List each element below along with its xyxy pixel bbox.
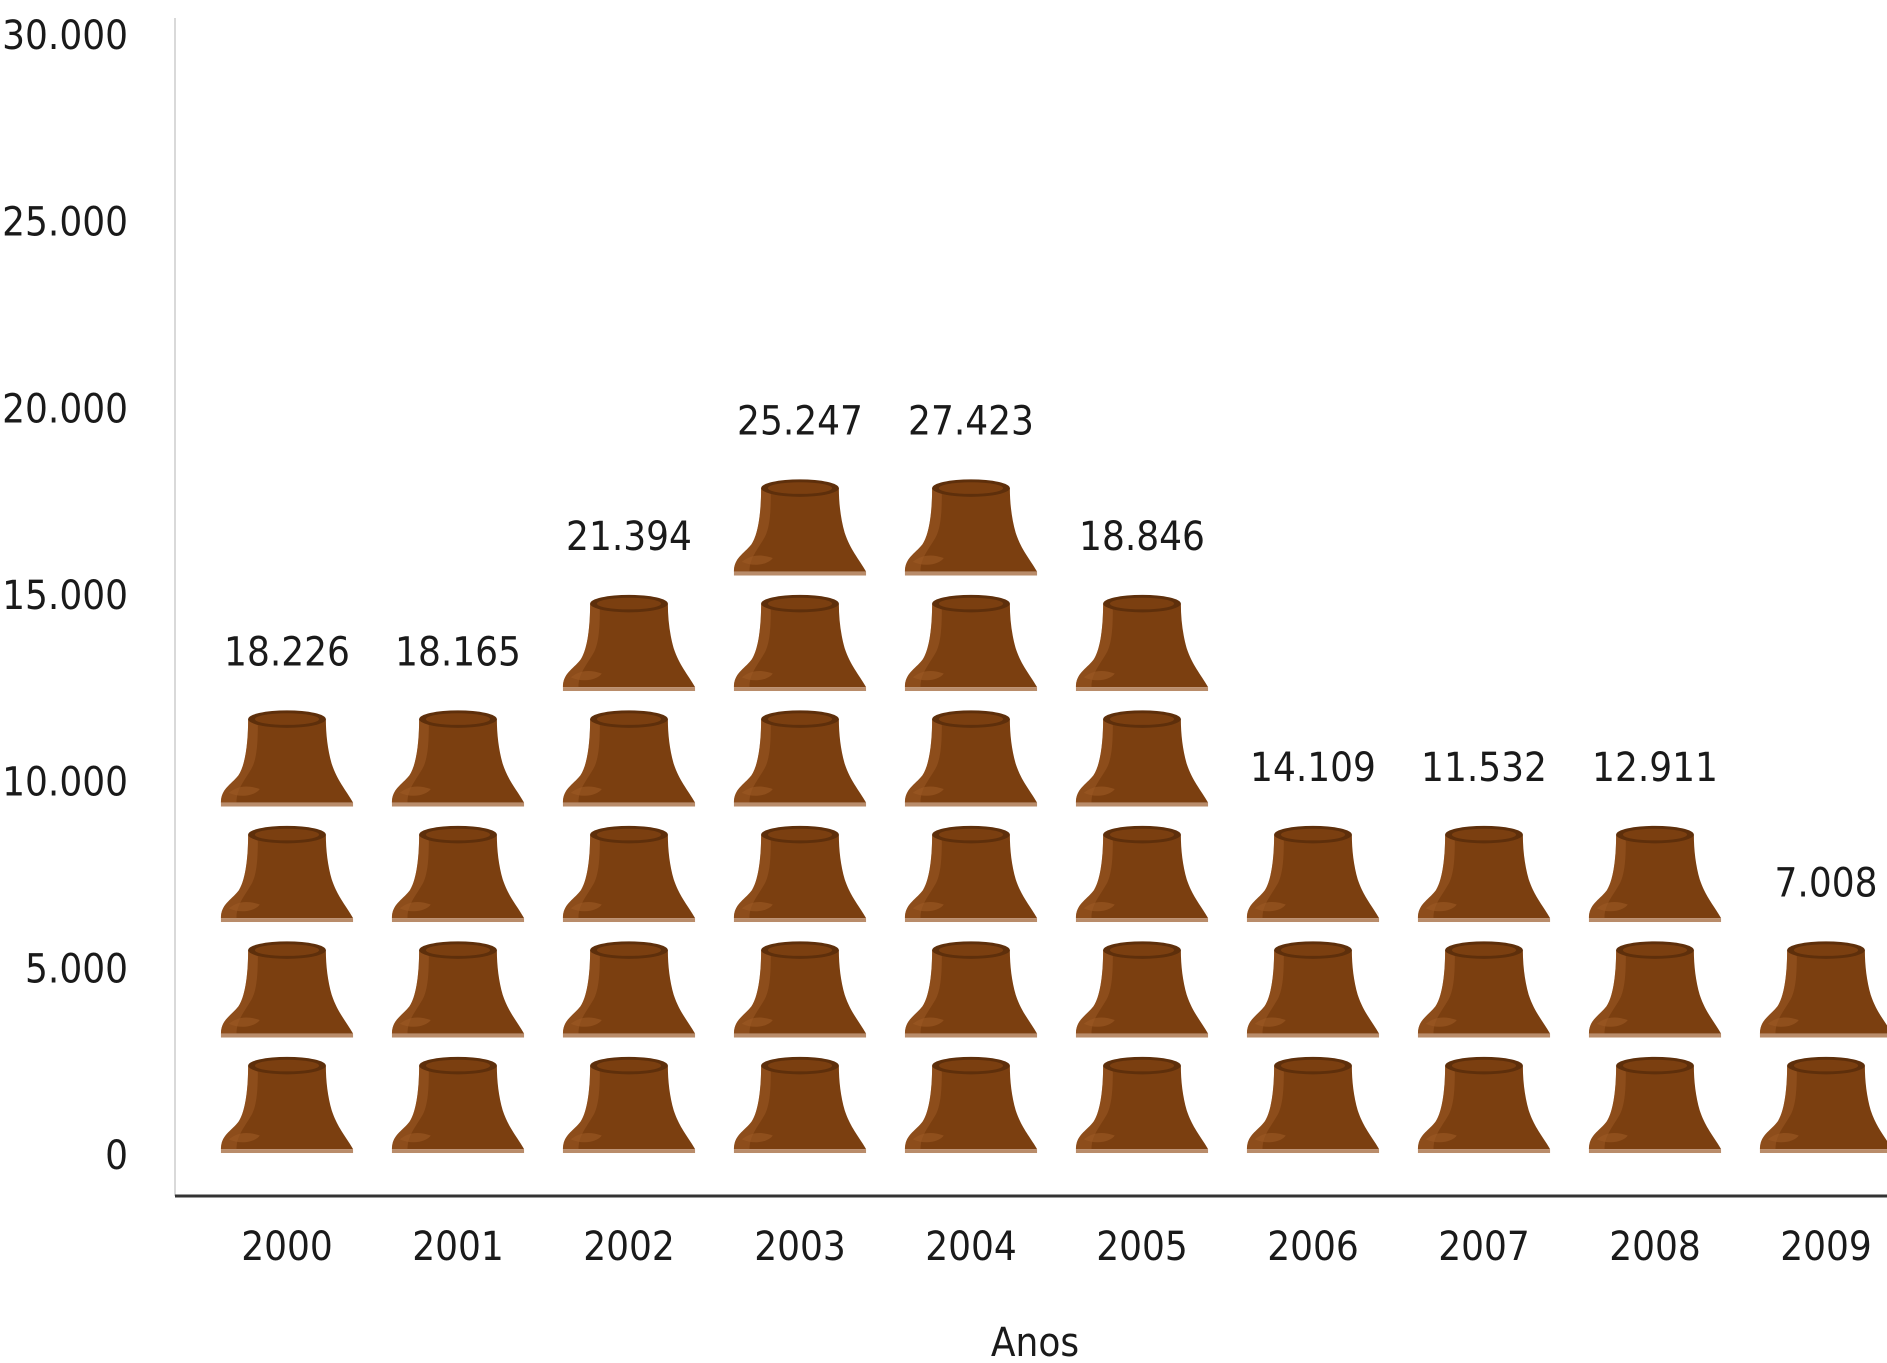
stump-icon bbox=[562, 594, 696, 692]
stump-icon bbox=[904, 825, 1038, 923]
x-tick-label: 2002 bbox=[583, 1224, 675, 1270]
stump-icon bbox=[391, 941, 525, 1038]
stump-icon bbox=[562, 941, 696, 1038]
y-tick-label: 15.000 bbox=[2, 573, 128, 619]
x-axis-title: Anos bbox=[991, 1320, 1079, 1363]
value-label: 11.532 bbox=[1421, 745, 1547, 791]
y-tick-label: 5.000 bbox=[25, 946, 128, 992]
x-tick-labels: 2000 2001 2002 2003 2004 2005 2006 2007 2008 2009 bbox=[241, 1224, 1872, 1270]
stump-icon bbox=[1417, 825, 1551, 923]
value-label: 25.247 bbox=[737, 399, 863, 445]
value-label: 18.226 bbox=[224, 630, 350, 676]
stump-icon bbox=[1588, 1056, 1722, 1154]
x-tick-label: 2000 bbox=[241, 1224, 333, 1270]
stump-icon bbox=[733, 1056, 867, 1154]
stump-icon bbox=[1588, 825, 1722, 923]
stump-icon bbox=[1759, 941, 1887, 1038]
stump-icon bbox=[733, 710, 867, 807]
stump-icon bbox=[1075, 710, 1209, 807]
y-tick-label: 30.000 bbox=[2, 13, 128, 59]
x-tick-label: 2009 bbox=[1780, 1224, 1872, 1270]
value-label: 18.165 bbox=[395, 630, 521, 676]
stump-icon bbox=[562, 1056, 696, 1154]
stump-icon bbox=[562, 710, 696, 807]
stump-icon bbox=[391, 710, 525, 807]
y-tick-label: 10.000 bbox=[2, 760, 128, 806]
value-label: 21.394 bbox=[566, 514, 692, 560]
stump-icon bbox=[1246, 941, 1380, 1038]
stump-icon bbox=[220, 1056, 354, 1154]
value-label: 7.008 bbox=[1775, 861, 1878, 907]
x-tick-label: 2004 bbox=[925, 1224, 1017, 1270]
stump-icon bbox=[904, 710, 1038, 807]
value-label: 14.109 bbox=[1250, 745, 1376, 791]
stump-icon bbox=[904, 479, 1038, 576]
x-tick-label: 2005 bbox=[1096, 1224, 1188, 1270]
value-label: 18.846 bbox=[1079, 514, 1205, 560]
stump-icon bbox=[904, 941, 1038, 1038]
y-tick-label: 20.000 bbox=[2, 386, 128, 432]
stump-columns bbox=[220, 479, 1887, 1154]
stump-icon bbox=[220, 941, 354, 1038]
stump-icon bbox=[1246, 825, 1380, 923]
stump-icon bbox=[1759, 1056, 1887, 1154]
value-label: 27.423 bbox=[908, 399, 1034, 445]
y-tick-labels: 0 5.000 10.000 15.000 20.000 25.000 30.000 bbox=[2, 13, 128, 1179]
stump-icon bbox=[1417, 941, 1551, 1038]
x-tick-label: 2001 bbox=[412, 1224, 504, 1270]
stump-icon bbox=[1075, 941, 1209, 1038]
stump-icon bbox=[220, 710, 354, 807]
stump-icon bbox=[1588, 941, 1722, 1038]
x-tick-label: 2006 bbox=[1267, 1224, 1359, 1270]
stump-icon bbox=[220, 825, 354, 923]
y-tick-label: 25.000 bbox=[2, 200, 128, 246]
stump-icon bbox=[733, 825, 867, 923]
stump-icon bbox=[391, 825, 525, 923]
stump-icon bbox=[733, 594, 867, 692]
x-tick-label: 2007 bbox=[1438, 1224, 1530, 1270]
x-tick-label: 2008 bbox=[1609, 1224, 1701, 1270]
stump-icon bbox=[562, 825, 696, 923]
stump-icon bbox=[1075, 594, 1209, 692]
x-tick-label: 2003 bbox=[754, 1224, 846, 1270]
stump-icon bbox=[1075, 1056, 1209, 1154]
stump-icon bbox=[1246, 1056, 1380, 1154]
stump-icon bbox=[904, 1056, 1038, 1154]
stump-icon bbox=[733, 479, 867, 576]
stump-icon bbox=[391, 1056, 525, 1154]
value-label: 12.911 bbox=[1592, 745, 1718, 791]
stump-icon bbox=[733, 941, 867, 1038]
value-labels: 18.226 18.165 21.394 25.247 27.423 18.846 14.1… bbox=[224, 399, 1877, 907]
stump-icon bbox=[904, 594, 1038, 692]
stump-icon bbox=[1075, 825, 1209, 923]
stump-icon bbox=[1417, 1056, 1551, 1154]
y-tick-label: 0 bbox=[105, 1133, 128, 1179]
